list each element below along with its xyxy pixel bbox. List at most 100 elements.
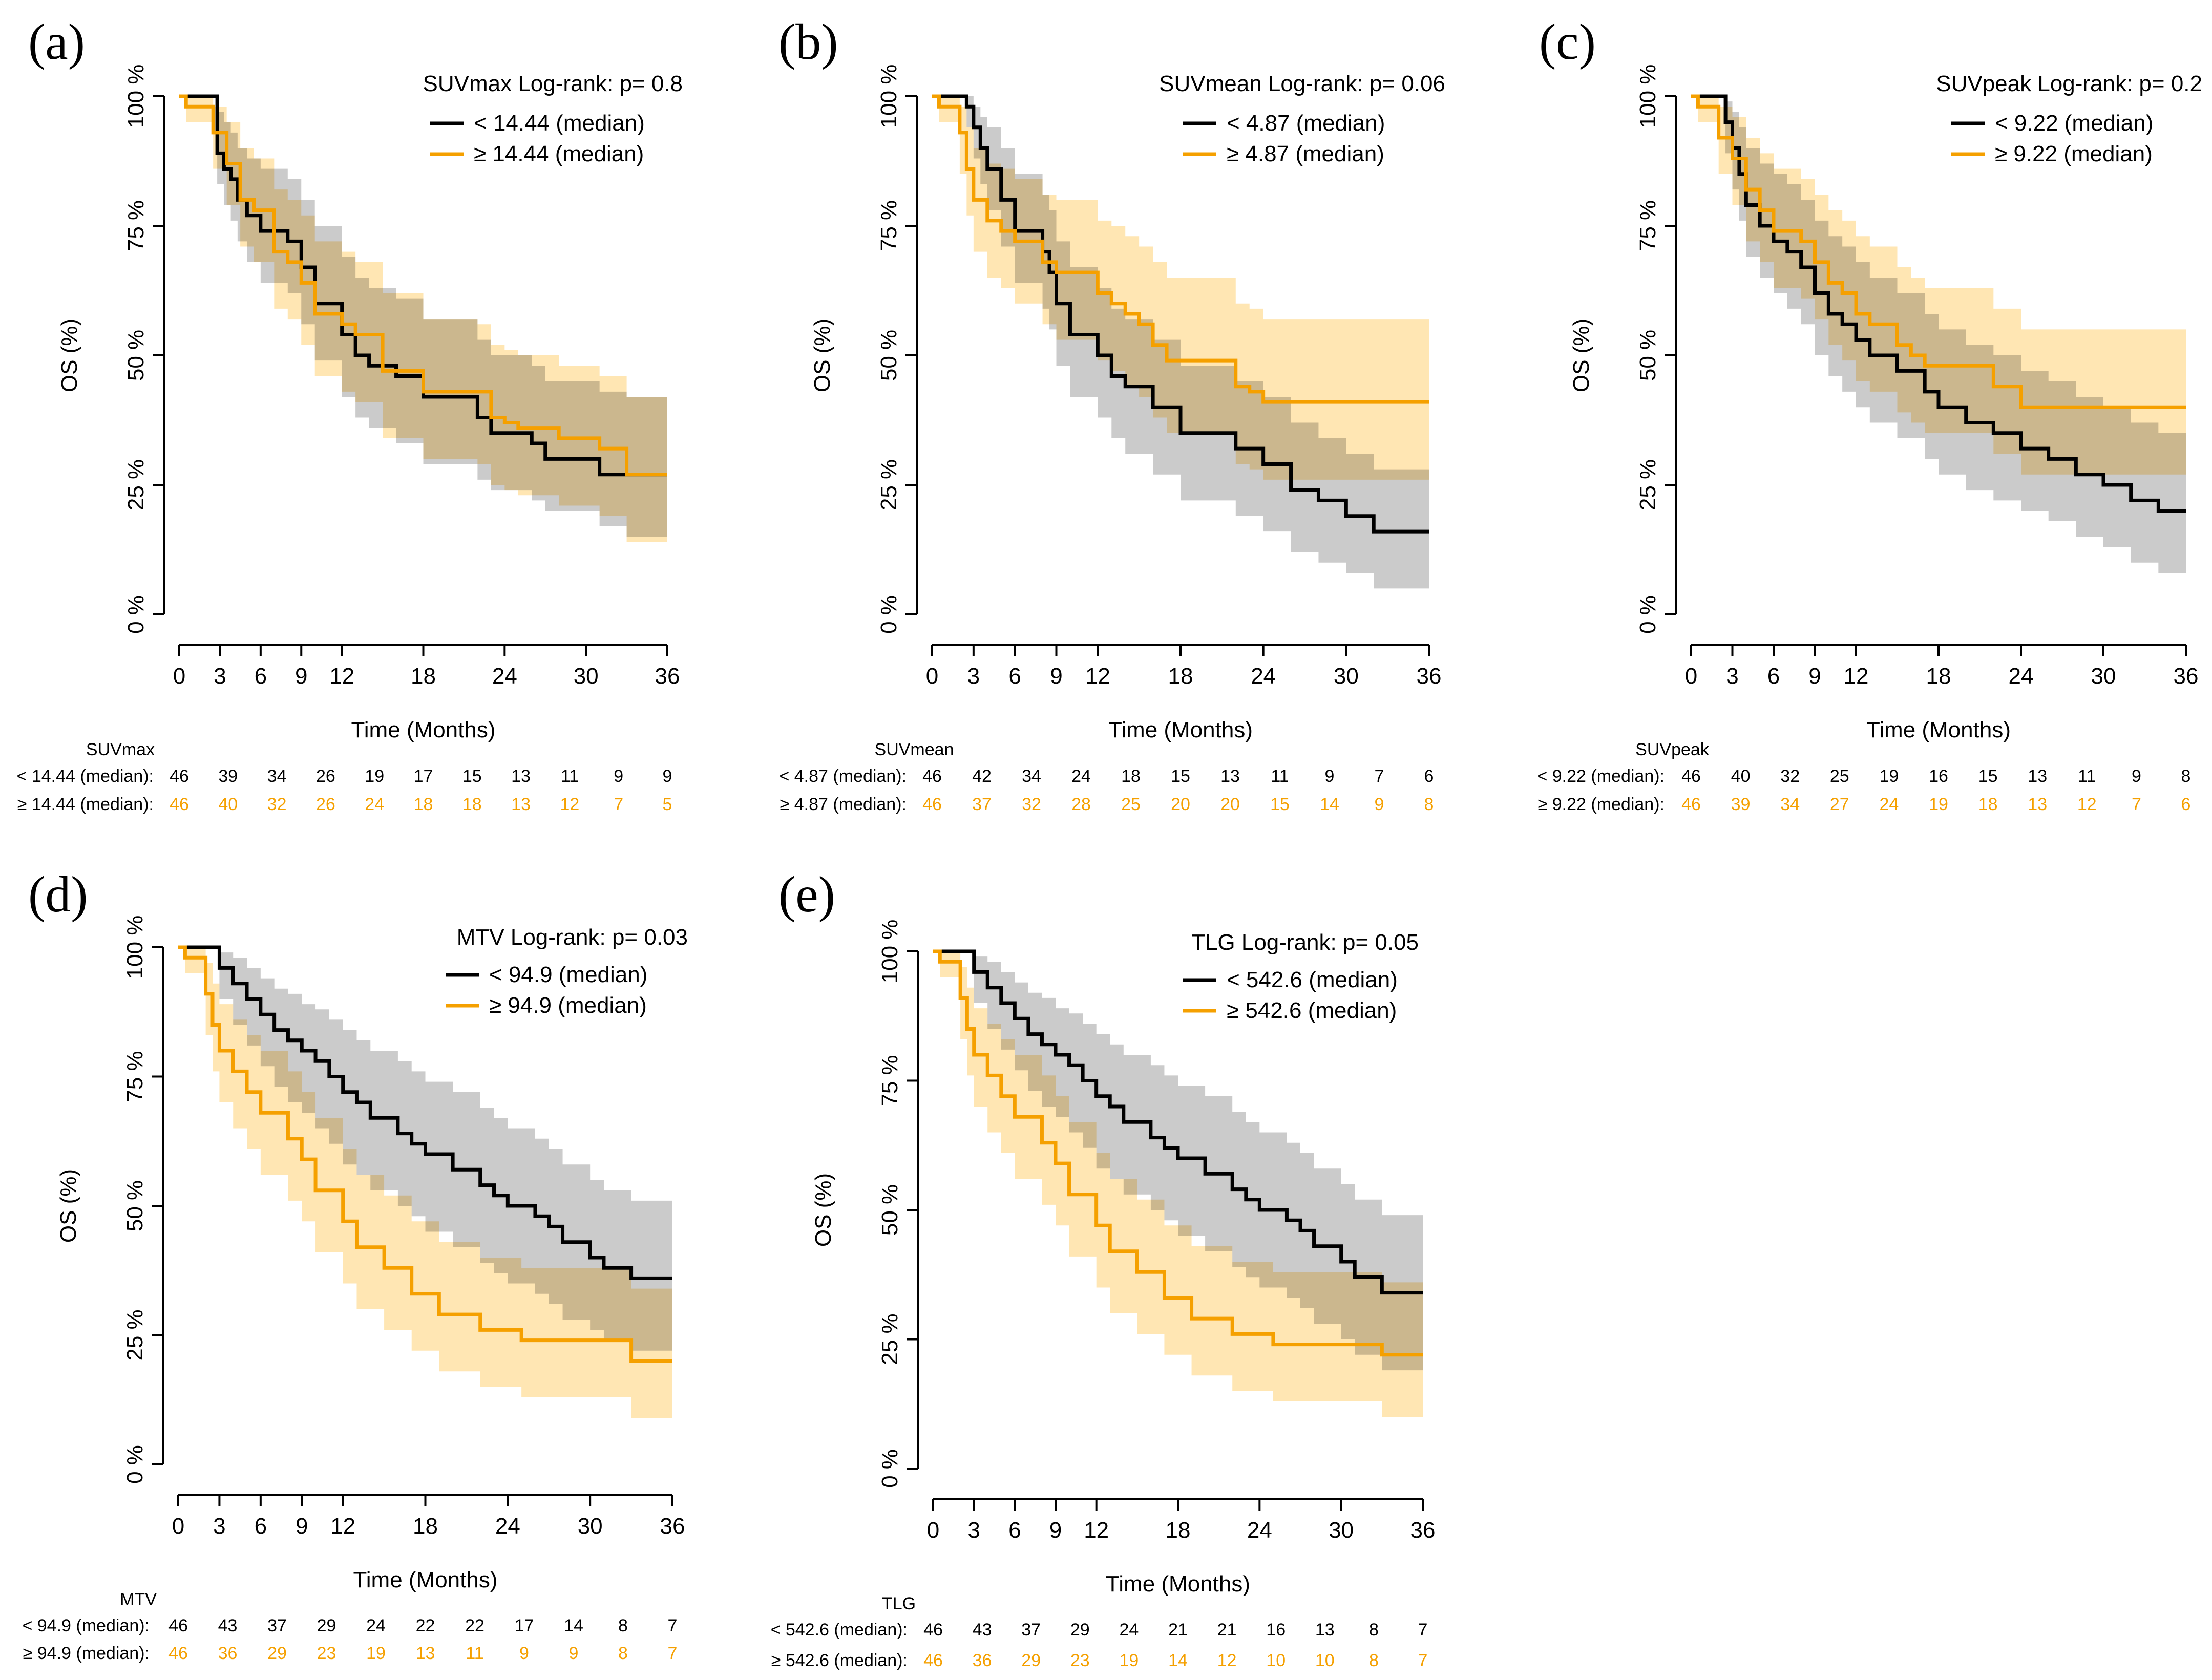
panel-b: (b)0 %25 %50 %75 %100 %0 3 6 9 12 18 24 30 36Tim… — [778, 13, 1445, 814]
risk-count-low: 24 — [1119, 1620, 1139, 1640]
y-tick-label: 50 % — [1635, 330, 1660, 381]
x-tick-label: 30 — [574, 664, 599, 689]
risk-count-low: 39 — [218, 767, 238, 786]
risk-row-label-high: ≥ 14.44 (median): — [17, 795, 154, 814]
y-tick-label: 50 % — [877, 1184, 902, 1236]
risk-count-low: 46 — [168, 1616, 188, 1635]
risk-count-high: 18 — [414, 795, 433, 814]
y-tick-label: 75 % — [123, 200, 149, 251]
risk-row-label-low: < 94.9 (median): — [22, 1616, 150, 1635]
risk-table: SUVpeak < 9.22 (median): 46 40 32 25 19 16 15 13 1… — [1537, 740, 2190, 814]
y-tick-label: 100 % — [1635, 65, 1660, 129]
risk-count-low: 16 — [1929, 767, 1948, 786]
risk-count-high: 19 — [1119, 1651, 1139, 1670]
risk-count-low: 9 — [2132, 767, 2141, 786]
survival-curve-low — [932, 94, 1429, 534]
risk-count-high: 24 — [365, 795, 384, 814]
panel-d: (d)0 %25 %50 %75 %100 %0 3 6 9 12 18 24 30 36Tim… — [22, 866, 688, 1663]
risk-count-high: 29 — [267, 1644, 287, 1663]
risk-table: SUVmax < 14.44 (median): 46 39 34 26 19 17 15 13 1… — [17, 740, 672, 814]
legend-entry-high: ≥ 4.87 (median) — [1227, 141, 1384, 166]
risk-count-low: 37 — [1021, 1620, 1041, 1640]
risk-count-high: 10 — [1266, 1651, 1286, 1670]
risk-count-low: 43 — [973, 1620, 992, 1640]
risk-count-high: 46 — [922, 795, 942, 814]
legend: SUVpeak Log-rank: p= 0.2 < 9.22 (median) ≥… — [1936, 71, 2202, 166]
risk-count-low: 21 — [1217, 1620, 1237, 1640]
risk-count-high: 34 — [1780, 795, 1800, 814]
axes: 0 %25 %50 %75 %100 %0 3 6 9 12 18 24 30 36 — [122, 916, 685, 1539]
x-tick-label: 0 — [173, 664, 185, 689]
x-tick-label: 0 — [926, 664, 938, 689]
x-tick-label: 18 — [1168, 664, 1193, 689]
risk-count-high: 12 — [2077, 795, 2097, 814]
risk-count-high: 26 — [316, 795, 335, 814]
x-tick-label: 6 — [1008, 664, 1021, 689]
axes: 0 %25 %50 %75 %100 %0 3 6 9 12 18 24 30 36 — [123, 65, 680, 689]
risk-count-high: 28 — [1071, 795, 1091, 814]
ci-bands — [932, 96, 1429, 594]
risk-count-low: 21 — [1168, 1620, 1188, 1640]
legend-title: SUVpeak Log-rank: p= 0.2 — [1936, 71, 2202, 96]
risk-count-high: 19 — [366, 1644, 386, 1663]
risk-count-low: 24 — [366, 1616, 386, 1635]
survival-curve-high — [932, 94, 1429, 404]
y-tick-label: 100 % — [876, 65, 901, 129]
x-tick-label: 6 — [255, 664, 267, 689]
x-tick-label: 24 — [2009, 664, 2034, 689]
risk-count-high: 32 — [267, 795, 287, 814]
risk-count-high: 13 — [416, 1644, 435, 1663]
ci-bands — [179, 96, 667, 547]
x-tick-label: 36 — [1410, 1518, 1436, 1543]
y-tick-label: 75 % — [1635, 200, 1660, 251]
survival-curve-high — [1691, 94, 2186, 409]
x-tick-label: 6 — [255, 1514, 267, 1539]
y-axis-title: OS (%) — [57, 318, 82, 392]
legend-title: MTV Log-rank: p= 0.03 — [457, 925, 688, 950]
risk-count-high: 46 — [168, 1644, 188, 1663]
risk-count-low: 9 — [614, 767, 623, 786]
risk-count-high: 32 — [1022, 795, 1041, 814]
risk-count-low: 43 — [218, 1616, 238, 1635]
x-tick-label: 30 — [1334, 664, 1359, 689]
risk-count-low: 18 — [1121, 767, 1141, 786]
y-tick-label: 25 % — [876, 459, 901, 511]
legend-title: SUVmax Log-rank: p= 0.8 — [423, 71, 683, 96]
x-tick-label: 6 — [1008, 1518, 1021, 1543]
x-tick-label: 9 — [1049, 1518, 1062, 1543]
risk-count-low: 25 — [1830, 767, 1849, 786]
risk-row-label-low: < 9.22 (median): — [1537, 767, 1665, 786]
risk-count-low: 29 — [317, 1616, 336, 1635]
ci-band-high — [932, 96, 1429, 480]
risk-table: TLG < 542.6 (median): 46 43 37 29 24 21 21 16 13 8 7… — [771, 1594, 1428, 1670]
y-tick-label: 25 % — [877, 1313, 902, 1365]
y-tick-label: 25 % — [1635, 459, 1660, 511]
x-tick-label: 24 — [1251, 664, 1276, 689]
panel-label: (a) — [28, 13, 85, 70]
risk-count-low: 15 — [462, 767, 482, 786]
y-tick-label: 100 % — [122, 916, 148, 980]
risk-table-title: SUVpeak — [1635, 740, 1710, 759]
risk-count-high: 18 — [1978, 795, 1998, 814]
risk-count-high: 36 — [973, 1651, 992, 1670]
legend: TLG Log-rank: p= 0.05 < 542.6 (median) ≥ 5… — [1183, 930, 1419, 1023]
risk-count-high: 6 — [2181, 795, 2191, 814]
y-tick-label: 50 % — [876, 330, 901, 381]
x-tick-label: 30 — [578, 1514, 603, 1539]
panel-a: (a)0 %25 %50 %75 %100 %0 3 6 9 12 18 24 30 36Tim… — [17, 13, 683, 814]
risk-row-label-low: < 542.6 (median): — [771, 1620, 908, 1640]
risk-row-label-high: ≥ 4.87 (median): — [780, 795, 907, 814]
risk-count-high: 9 — [569, 1644, 579, 1663]
risk-count-low: 8 — [2181, 767, 2191, 786]
risk-count-low: 46 — [923, 1620, 943, 1640]
risk-count-high: 15 — [1270, 795, 1290, 814]
legend-entry-low: < 9.22 (median) — [1995, 111, 2153, 136]
risk-count-low: 37 — [267, 1616, 287, 1635]
axes: 0 %25 %50 %75 %100 %0 3 6 9 12 18 24 30 36 — [1635, 65, 2198, 689]
ci-band-high — [178, 947, 672, 1423]
legend: MTV Log-rank: p= 0.03 < 94.9 (median) ≥ 94… — [446, 925, 688, 1018]
risk-count-high: 8 — [1369, 1651, 1379, 1670]
survival-curve-high — [179, 94, 667, 477]
risk-count-high: 20 — [1220, 795, 1240, 814]
